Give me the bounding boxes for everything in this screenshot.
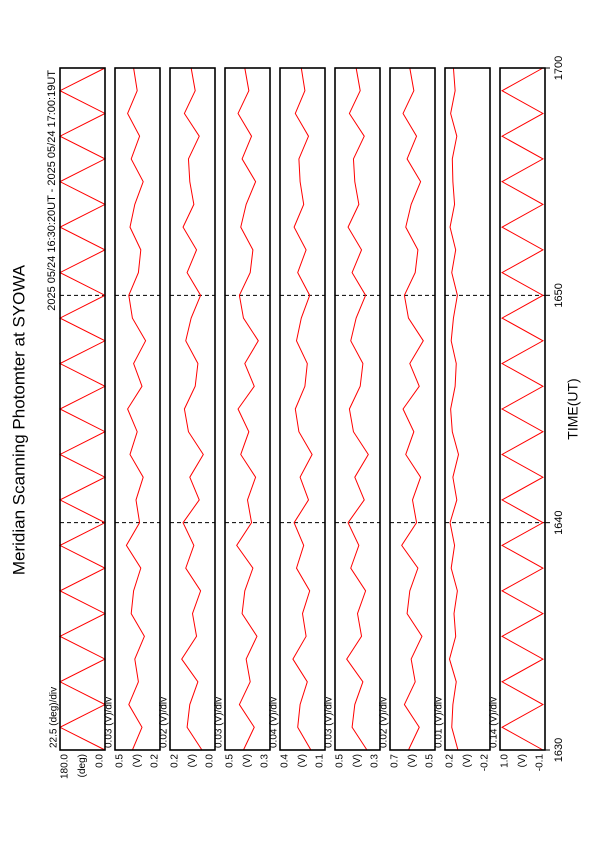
data-line <box>448 67 460 751</box>
y-unit-label: (V) <box>352 754 363 767</box>
y-tick-label: 0.3 <box>260 754 271 768</box>
data-line <box>125 67 147 751</box>
rotated-plot: Meridian Scanning Photomter at SYOWA 202… <box>9 56 580 779</box>
panel-frame <box>389 67 436 751</box>
panel-border <box>499 67 546 751</box>
data-line <box>501 67 544 751</box>
y-tick-label: 0.3 <box>370 754 381 768</box>
x-axis-label: TIME(UT) <box>565 378 581 439</box>
panel-frame <box>444 67 491 751</box>
panel-frame <box>224 67 271 751</box>
panel-frame <box>334 67 381 751</box>
scale-label: 0.03 (V)/div <box>324 697 335 748</box>
y-tick-label: -0.2 <box>480 754 491 772</box>
data-line <box>401 67 424 751</box>
chart-title: Meridian Scanning Photomter at SYOWA <box>9 264 28 575</box>
x-tick-label: 1640 <box>553 510 565 534</box>
scale-label: 0.02 (V)/div <box>379 697 390 748</box>
data-line <box>346 67 369 751</box>
y-tick-label: 0.0 <box>95 754 106 768</box>
y-tick-label: 0.5 <box>425 754 436 768</box>
x-tick-label: 1650 <box>553 283 565 307</box>
scale-label: 0.02 (V)/div <box>159 697 170 748</box>
y-tick-label: 0.2 <box>150 754 161 768</box>
x-tick-label: 1700 <box>553 56 565 80</box>
y-tick-label: 0.2 <box>445 754 456 768</box>
y-unit-label: (V) <box>517 754 528 767</box>
panel-border <box>224 67 271 751</box>
y-unit-label: (V) <box>407 754 418 767</box>
y-tick-label: 0.5 <box>225 754 236 768</box>
y-unit-label: (V) <box>187 754 198 767</box>
y-tick-label: 0.5 <box>115 754 126 768</box>
scale-label: 0.04 (V)/div <box>269 697 280 748</box>
panel-frame <box>169 67 216 751</box>
scale-label: 0.03 (V)/div <box>104 697 115 748</box>
scale-label: 0.14 (V)/div <box>489 697 500 748</box>
panel-border <box>59 67 106 751</box>
data-line <box>292 67 313 751</box>
scale-label: 0.03 (V)/div <box>214 697 225 748</box>
y-tick-label: 0.4 <box>280 754 291 768</box>
panel-border <box>389 67 436 751</box>
y-tick-label: 0.2 <box>170 754 181 768</box>
y-tick-label: 1.0 <box>500 754 511 768</box>
panel-border <box>444 67 491 751</box>
panel-border <box>169 67 216 751</box>
data-line <box>181 67 204 751</box>
y-unit-label: (V) <box>242 754 253 767</box>
y-tick-label: 0.7 <box>390 754 401 768</box>
y-tick-label: 0.0 <box>205 754 216 768</box>
y-unit-label: (deg) <box>77 754 88 777</box>
y-tick-label: 180.0 <box>60 754 71 779</box>
scale-label: 0.01 (V)/div <box>434 697 445 748</box>
scale-label: 22.5 (deg)/div <box>49 687 60 748</box>
y-tick-label: 0.1 <box>315 754 326 768</box>
y-tick-label: 0.5 <box>335 754 346 768</box>
y-unit-label: (V) <box>297 754 308 767</box>
x-tick-label: 1630 <box>553 738 565 762</box>
data-line <box>236 67 259 751</box>
y-unit-label: (V) <box>462 754 473 767</box>
panel-border <box>114 67 161 751</box>
y-tick-label: -0.1 <box>535 754 546 772</box>
y-unit-label: (V) <box>132 754 143 767</box>
panel-border <box>334 67 381 751</box>
panel-frame <box>279 67 326 751</box>
panel-border <box>279 67 326 751</box>
chart-subtitle: 2025 05/24 16:30:20UT - 2025 05/24 17:00… <box>46 70 58 311</box>
